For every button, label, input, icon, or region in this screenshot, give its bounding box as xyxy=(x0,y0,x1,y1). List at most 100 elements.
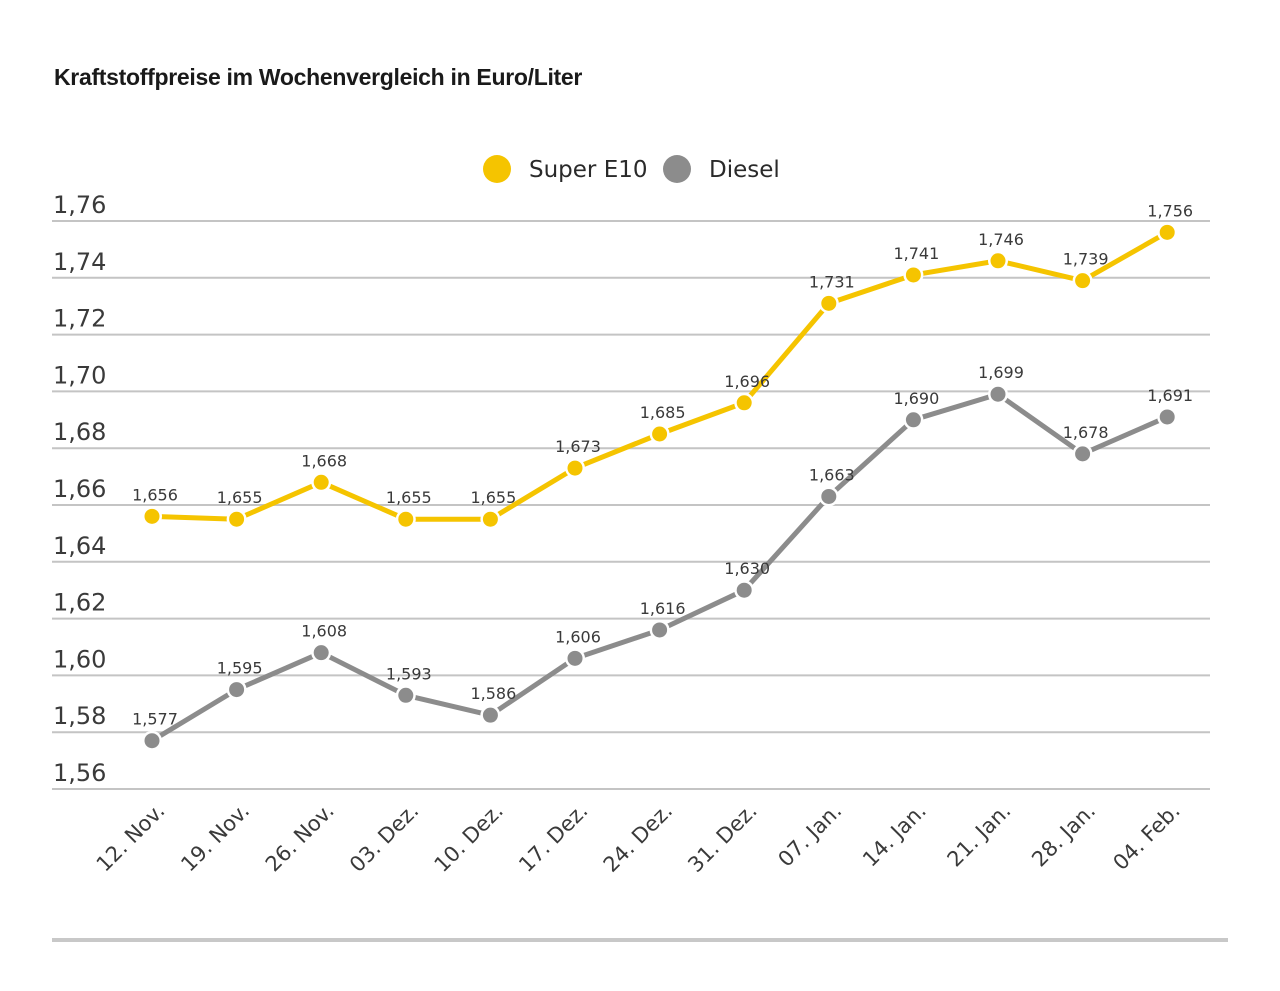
data-label: 1,656 xyxy=(132,485,178,504)
data-label: 1,739 xyxy=(1063,250,1109,269)
data-label: 1,741 xyxy=(893,244,939,263)
data-label: 1,655 xyxy=(470,488,516,507)
series-line-segment xyxy=(912,258,999,278)
data-label: 1,678 xyxy=(1063,423,1109,442)
x-tick-label: 04. Feb. xyxy=(1108,799,1184,875)
series-line-segment xyxy=(574,627,661,661)
y-tick-label: 1,62 xyxy=(53,589,106,617)
data-label: 1,586 xyxy=(470,684,516,703)
data-point xyxy=(652,426,668,442)
data-label: 1,595 xyxy=(217,659,263,678)
data-label: 1,756 xyxy=(1147,201,1193,220)
data-label: 1,668 xyxy=(301,451,347,470)
series-line-segment xyxy=(235,479,323,522)
x-tick-label: 07. Jan. xyxy=(773,799,846,872)
data-point xyxy=(736,395,752,411)
x-tick-label: 26. Nov. xyxy=(261,799,339,877)
data-point xyxy=(1075,273,1091,289)
series-line-segment xyxy=(574,431,661,471)
y-tick-label: 1,58 xyxy=(53,702,106,730)
y-axis: 1,56 1,58 1,60 1,62 1,64 1,66 1,68 1,70 1,72 1,74… xyxy=(53,191,106,787)
series-diesel: 1,577 1,595 1,608 1,593 1,586 1,606 1,616 1,630… xyxy=(132,363,1193,751)
x-tick-label: 10. Dez. xyxy=(430,799,508,877)
series-line-segment xyxy=(150,687,238,743)
data-point xyxy=(1159,409,1175,425)
data-point xyxy=(398,511,414,527)
series-line-segment xyxy=(489,465,577,522)
x-tick-label: 14. Jan. xyxy=(858,799,931,872)
series-line-segment xyxy=(489,656,577,718)
data-label: 1,746 xyxy=(978,230,1024,249)
x-axis: 12. Nov. 19. Nov. 26. Nov. 03. Dez. 10. Dez.… xyxy=(92,799,1185,877)
data-point xyxy=(652,622,668,638)
series-line-segment xyxy=(742,301,831,405)
data-point xyxy=(482,707,498,723)
gridlines xyxy=(52,220,1210,790)
x-tick-label: 21. Jan. xyxy=(943,799,1016,872)
series-line-segment xyxy=(827,417,916,499)
data-point xyxy=(229,682,245,698)
series-line-segment xyxy=(320,479,407,522)
data-label: 1,616 xyxy=(640,599,686,618)
data-point xyxy=(821,295,837,311)
series: 1,656 1,655 1,668 1,655 1,655 1,673 1,685 1,696… xyxy=(132,201,1193,751)
data-label: 1,685 xyxy=(640,403,686,422)
series-line-segment xyxy=(742,494,831,592)
data-point xyxy=(144,733,160,749)
y-tick-label: 1,72 xyxy=(53,305,106,333)
series-line-segment xyxy=(151,513,237,522)
series-line-segment xyxy=(828,272,915,306)
x-tick-label: 31. Dez. xyxy=(683,799,761,877)
x-tick-label: 19. Nov. xyxy=(176,799,254,877)
series-line-segment xyxy=(658,400,746,437)
data-point xyxy=(905,412,921,428)
data-label: 1,577 xyxy=(132,710,178,729)
series-line-segment xyxy=(320,650,407,698)
series-line-segment xyxy=(1081,414,1169,457)
series-line-segment xyxy=(405,692,491,718)
data-label: 1,655 xyxy=(386,488,432,507)
data-point xyxy=(313,474,329,490)
data-point xyxy=(144,508,160,524)
data-label: 1,593 xyxy=(386,664,432,683)
data-point xyxy=(1159,224,1175,240)
x-tick-label: 12. Nov. xyxy=(92,799,170,877)
data-label: 1,673 xyxy=(555,437,601,456)
data-label: 1,655 xyxy=(217,488,263,507)
y-tick-label: 1,66 xyxy=(53,475,106,503)
x-tick-label: 28. Jan. xyxy=(1027,799,1100,872)
legend-label-super-e10: Super E10 xyxy=(529,157,648,183)
data-label: 1,630 xyxy=(724,559,770,578)
data-label: 1,731 xyxy=(809,272,855,291)
y-tick-label: 1,64 xyxy=(53,532,106,560)
y-tick-label: 1,74 xyxy=(53,248,106,276)
data-label: 1,663 xyxy=(809,465,855,484)
series-line-segment xyxy=(1081,230,1169,283)
data-point xyxy=(229,511,245,527)
data-label: 1,691 xyxy=(1147,386,1193,405)
data-point xyxy=(567,650,583,666)
data-point xyxy=(821,488,837,504)
data-label: 1,696 xyxy=(724,372,770,391)
y-tick-label: 1,60 xyxy=(53,645,106,673)
y-tick-label: 1,70 xyxy=(53,361,106,389)
y-tick-label: 1,76 xyxy=(53,191,106,219)
series-line-segment xyxy=(996,392,1085,456)
data-point xyxy=(1075,446,1091,462)
y-tick-label: 1,68 xyxy=(53,418,106,446)
data-label: 1,699 xyxy=(978,363,1024,382)
series-line-segment xyxy=(997,258,1084,284)
x-tick-label: 03. Dez. xyxy=(345,799,423,877)
data-label: 1,690 xyxy=(893,389,939,408)
y-tick-label: 1,56 xyxy=(53,759,106,787)
chart-title: Kraftstoffpreise im Wochenvergleich in E… xyxy=(54,64,583,90)
data-point xyxy=(990,386,1006,402)
data-point xyxy=(990,253,1006,269)
data-point xyxy=(567,460,583,476)
legend-marker-diesel xyxy=(663,155,691,183)
legend-label-diesel: Diesel xyxy=(709,157,780,183)
data-point xyxy=(736,582,752,598)
x-tick-label: 24. Dez. xyxy=(599,799,677,877)
series-line-segment xyxy=(912,391,999,423)
